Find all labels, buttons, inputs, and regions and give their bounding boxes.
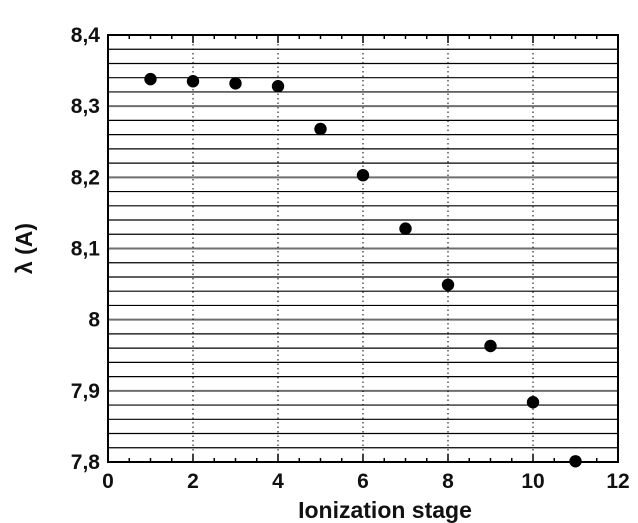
y-tick-label: 8,4 (71, 24, 101, 47)
data-point (484, 339, 497, 353)
y-axis-title: λ (A) (11, 223, 37, 274)
x-tick-label: 4 (272, 470, 284, 493)
x-tick-label: 8 (442, 470, 454, 493)
horizontal-gridlines (108, 48, 618, 449)
data-point (229, 77, 242, 90)
data-point (526, 396, 540, 409)
data-points (144, 72, 582, 468)
vertical-gridlines (192, 35, 534, 462)
data-point (569, 455, 582, 468)
x-tick-label: 12 (606, 470, 629, 493)
y-tick-labels: 7,8 7,9 8 8,1 8,2 8,3 8,4 (71, 24, 101, 474)
y-tick-label: 7,8 (71, 451, 101, 474)
x-tick-label: 2 (187, 470, 199, 493)
x-tick-label: 10 (521, 470, 544, 493)
x-tick-label: 6 (357, 470, 369, 493)
y-tick-label: 8 (88, 309, 100, 332)
y-tick-label: 8,1 (71, 238, 101, 261)
y-tick-label: 8,2 (71, 166, 100, 189)
x-tick-label: 0 (102, 470, 114, 493)
data-point (144, 72, 157, 86)
y-tick-label: 8,3 (71, 95, 100, 118)
data-point (356, 168, 370, 182)
data-point (186, 75, 200, 88)
data-point (441, 278, 455, 291)
x-axis-title: Ionization stage (298, 497, 472, 523)
axis-ticks (107, 35, 619, 462)
data-point (399, 222, 412, 235)
y-tick-label: 7,9 (71, 380, 100, 403)
data-point (314, 122, 327, 136)
data-point (271, 80, 285, 93)
x-tick-labels: 0 2 4 6 8 10 12 (102, 470, 630, 493)
